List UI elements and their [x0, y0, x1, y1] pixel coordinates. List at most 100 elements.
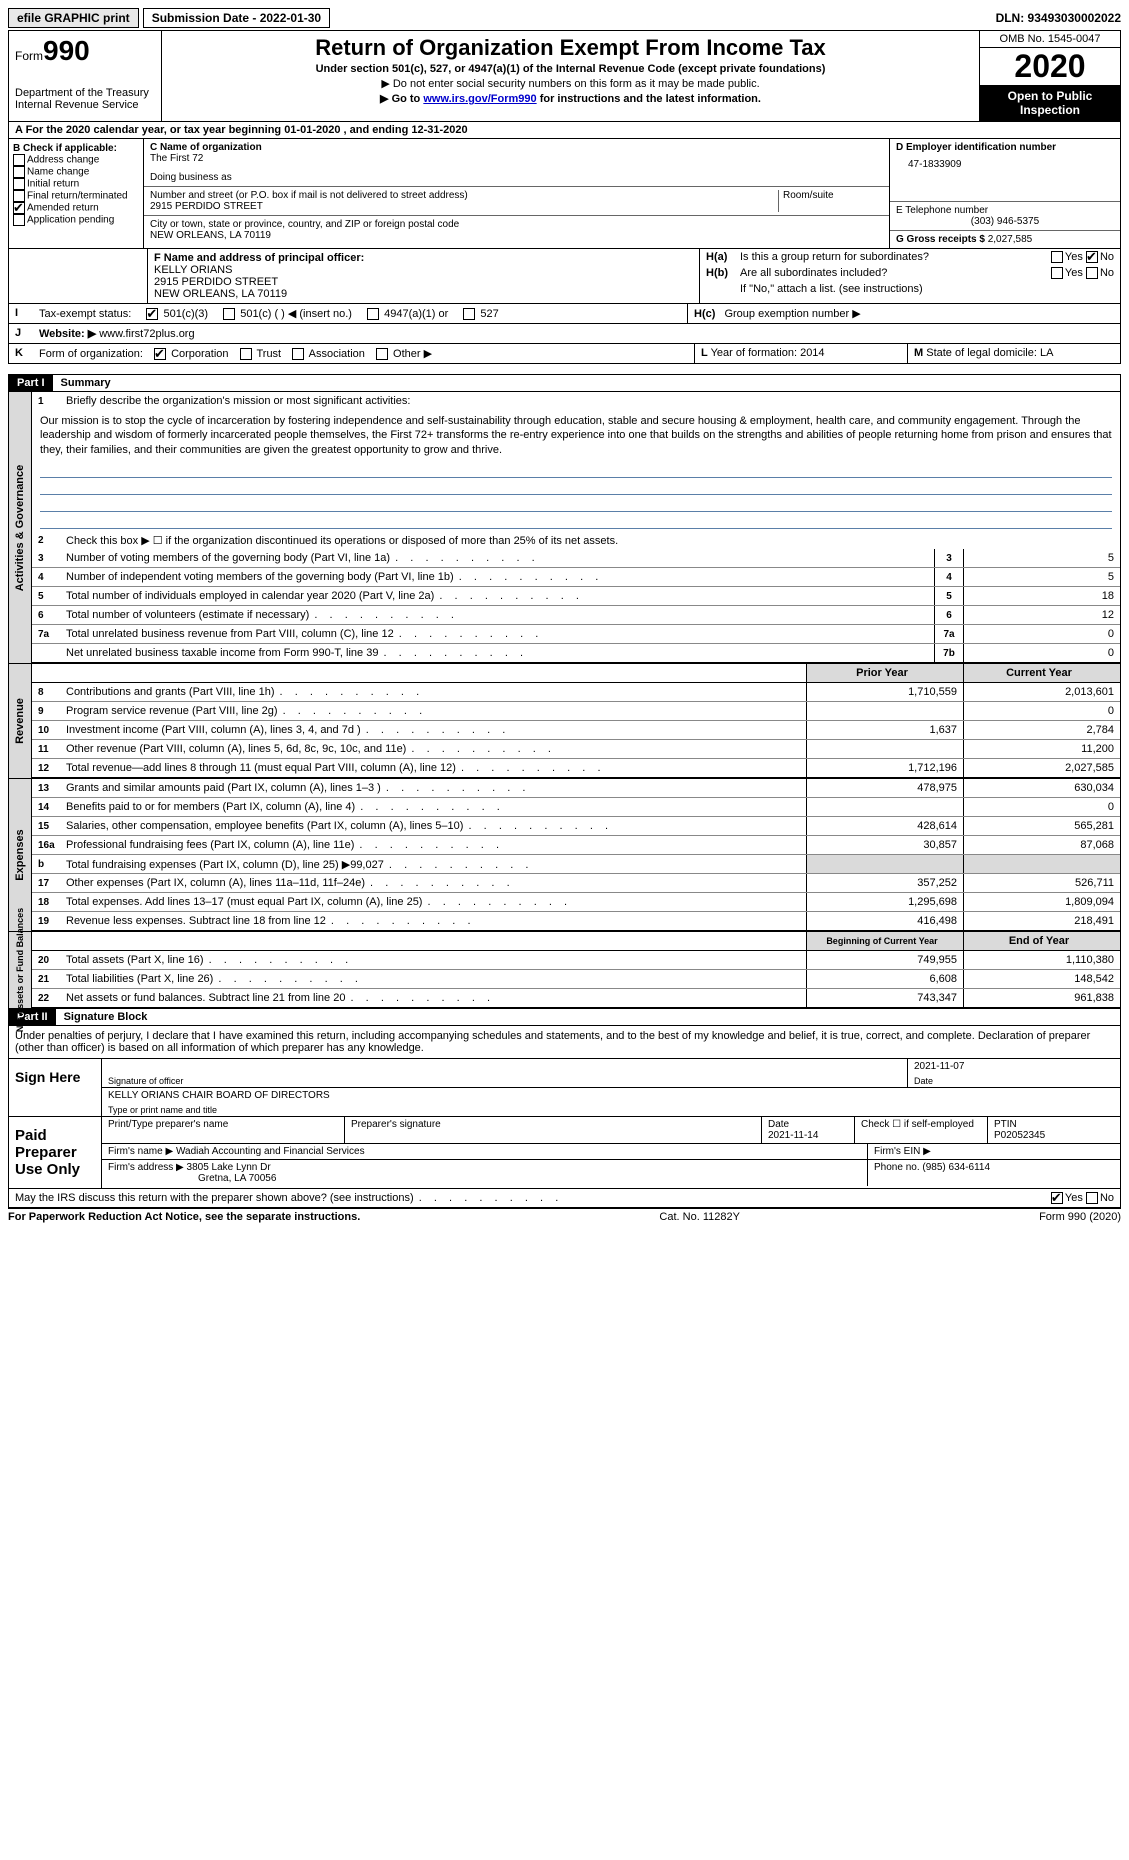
- row-desc: Total unrelated business revenue from Pa…: [62, 626, 934, 642]
- table-row: 9 Program service revenue (Part VIII, li…: [32, 702, 1120, 721]
- table-row: 13 Grants and similar amounts paid (Part…: [32, 779, 1120, 798]
- row-num: 8: [32, 687, 62, 698]
- row-desc: Number of voting members of the governin…: [62, 550, 934, 566]
- table-row: 17 Other expenses (Part IX, column (A), …: [32, 874, 1120, 893]
- hb-yes: Yes: [1065, 267, 1083, 279]
- row-desc: Program service revenue (Part VIII, line…: [62, 703, 806, 719]
- irs-link[interactable]: www.irs.gov/Form990: [423, 93, 536, 105]
- date-label-2: Date: [768, 1119, 789, 1130]
- net-assets-section: Net Assets or Fund Balances Beginning of…: [8, 932, 1121, 1009]
- row-num: 13: [32, 783, 62, 794]
- ein-value: 47-1833909: [896, 153, 1114, 170]
- row-current: 0: [963, 702, 1120, 720]
- row-value: 18: [963, 587, 1120, 605]
- dba-label: Doing business as: [150, 172, 883, 183]
- opt-name-change: Name change: [27, 167, 89, 178]
- row-prior: 749,955: [806, 951, 963, 969]
- form-word: Form: [15, 49, 43, 63]
- checkbox-address-change[interactable]: [13, 154, 25, 166]
- row-box: 6: [934, 606, 963, 624]
- 501c3-checkbox[interactable]: [146, 308, 158, 320]
- form-header: Form990 Department of the Treasury Inter…: [8, 30, 1121, 122]
- opt-assoc: Association: [309, 348, 365, 360]
- row-current: 2,027,585: [963, 759, 1120, 777]
- row-current: 1,110,380: [963, 951, 1120, 969]
- opt-501c: 501(c) ( ) ◀ (insert no.): [240, 308, 352, 320]
- checkbox-name-change[interactable]: [13, 166, 25, 178]
- officer-label: F Name and address of principal officer:: [154, 252, 693, 264]
- row-desc: Other revenue (Part VIII, column (A), li…: [62, 741, 806, 757]
- ha-no-checkbox[interactable]: [1086, 251, 1098, 263]
- activities-governance-section: Activities & Governance 1 Briefly descri…: [8, 392, 1121, 664]
- discuss-no-checkbox[interactable]: [1086, 1192, 1098, 1204]
- opt-4947: 4947(a)(1) or: [384, 308, 448, 320]
- efile-button[interactable]: efile GRAPHIC print: [8, 8, 139, 28]
- row-desc: Net unrelated business taxable income fr…: [62, 645, 934, 661]
- ein-label: D Employer identification number: [896, 142, 1114, 153]
- hc-text: Group exemption number ▶: [724, 308, 860, 320]
- m-label: M: [914, 347, 923, 359]
- corp-checkbox[interactable]: [154, 348, 166, 360]
- form-ref: Form 990 (2020): [1039, 1211, 1121, 1223]
- part-1-label: Part I: [9, 375, 53, 391]
- row-prior: 1,295,698: [806, 893, 963, 911]
- row-num: 14: [32, 802, 62, 813]
- row-box: 4: [934, 568, 963, 586]
- expenses-section: Expenses 13 Grants and similar amounts p…: [8, 779, 1121, 932]
- form-org-label: Form of organization:: [39, 348, 143, 360]
- 501c-checkbox[interactable]: [223, 308, 235, 320]
- table-row: 12 Total revenue—add lines 8 through 11 …: [32, 759, 1120, 778]
- row-prior: 416,498: [806, 912, 963, 930]
- paperwork-notice: For Paperwork Reduction Act Notice, see …: [8, 1211, 360, 1223]
- row-desc: Number of independent voting members of …: [62, 569, 934, 585]
- row-prior: 1,710,559: [806, 683, 963, 701]
- assoc-checkbox[interactable]: [292, 348, 304, 360]
- website-url: www.first72plus.org: [99, 328, 194, 340]
- checkbox-amended-return[interactable]: [13, 202, 25, 214]
- tax-exempt-row: I Tax-exempt status: 501(c)(3) 501(c) ( …: [8, 304, 1121, 324]
- col-b-label: B Check if applicable:: [13, 143, 139, 154]
- gross-value: 2,027,585: [988, 234, 1033, 245]
- table-row: 16a Professional fundraising fees (Part …: [32, 836, 1120, 855]
- table-row: 5 Total number of individuals employed i…: [32, 587, 1120, 606]
- sig-officer-label: Signature of officer: [108, 1076, 183, 1086]
- other-checkbox[interactable]: [376, 348, 388, 360]
- hb-no-checkbox[interactable]: [1086, 267, 1098, 279]
- row-current: 565,281: [963, 817, 1120, 835]
- trust-checkbox[interactable]: [240, 348, 252, 360]
- open-to-public: Open to Public Inspection: [980, 85, 1120, 121]
- phone-label: E Telephone number: [896, 205, 1114, 216]
- row-current: 1,809,094: [963, 893, 1120, 911]
- table-row: 4 Number of independent voting members o…: [32, 568, 1120, 587]
- row-current: 630,034: [963, 779, 1120, 797]
- col-c-org-info: C Name of organization The First 72 Doin…: [144, 139, 889, 248]
- ha-yes-checkbox[interactable]: [1051, 251, 1063, 263]
- ptin-value: P02052345: [994, 1130, 1045, 1141]
- form-org-row: K Form of organization: Corporation Trus…: [8, 344, 1121, 364]
- row-prior: [806, 855, 963, 873]
- year-formation: Year of formation: 2014: [711, 347, 825, 359]
- hb-text: Are all subordinates included?: [740, 267, 1051, 279]
- table-row: 10 Investment income (Part VIII, column …: [32, 721, 1120, 740]
- discuss-yes-checkbox[interactable]: [1051, 1192, 1063, 1204]
- row-value: 0: [963, 625, 1120, 643]
- firm-addr-1: 3805 Lake Lynn Dr: [187, 1162, 271, 1173]
- opt-final-return: Final return/terminated: [27, 191, 128, 202]
- row-box: 7b: [934, 644, 963, 662]
- 4947-checkbox[interactable]: [367, 308, 379, 320]
- row-num: 6: [32, 610, 62, 621]
- privacy-notice: ▶ Do not enter social security numbers o…: [168, 77, 973, 90]
- blank-line-1: [40, 463, 1112, 478]
- entity-block: B Check if applicable: Address change Na…: [8, 139, 1121, 249]
- row-current: [963, 855, 1120, 873]
- submission-date: Submission Date - 2022-01-30: [143, 8, 330, 28]
- hb-yes-checkbox[interactable]: [1051, 267, 1063, 279]
- signature-section: Under penalties of perjury, I declare th…: [8, 1026, 1121, 1208]
- ptin-label: PTIN: [994, 1119, 1017, 1130]
- paid-preparer-label: Paid Preparer Use Only: [9, 1117, 102, 1188]
- firm-addr-label: Firm's address ▶: [108, 1162, 184, 1173]
- checkbox-initial-return[interactable]: [13, 178, 25, 190]
- table-row: b Total fundraising expenses (Part IX, c…: [32, 855, 1120, 874]
- 527-checkbox[interactable]: [463, 308, 475, 320]
- checkbox-application-pending[interactable]: [13, 214, 25, 226]
